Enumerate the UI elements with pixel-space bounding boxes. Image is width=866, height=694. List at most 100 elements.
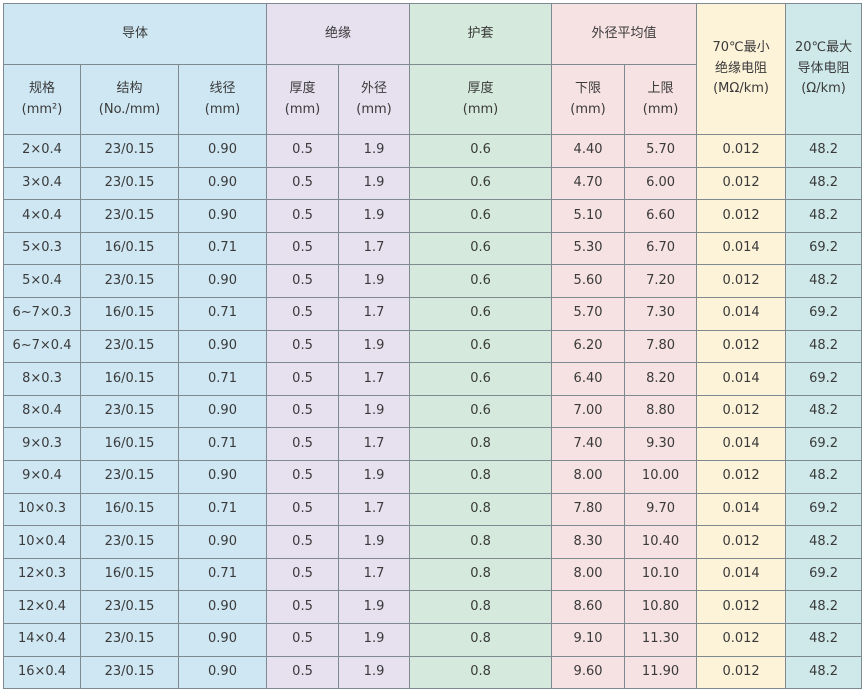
upper-limit-cell: 5.70 xyxy=(624,134,698,168)
spec-cell: 6~7×0.3 xyxy=(3,296,81,331)
insulation-resistance-cell: 0.012 xyxy=(696,166,787,201)
conductor-resistance-cell: 69.2 xyxy=(785,557,863,592)
header-cr-line2: 导体电阻 xyxy=(797,60,850,76)
lower-limit-cell: 7.40 xyxy=(551,427,626,461)
insulation-resistance-cell: 0.012 xyxy=(696,655,787,690)
subheader-lower-limit-unit: (mm) xyxy=(570,101,606,117)
lower-limit-cell: 8.00 xyxy=(551,557,626,592)
insulation-thickness-cell: 0.5 xyxy=(266,622,340,657)
conductor-resistance-cell: 69.2 xyxy=(785,231,863,266)
subheader-spec: 规格 (mm²) xyxy=(3,64,81,135)
wire-diameter-cell: 0.71 xyxy=(177,296,268,331)
spec-cell: 2×0.4 xyxy=(3,134,81,168)
insulation-thickness-cell: 0.5 xyxy=(266,362,340,396)
jacket-thickness-cell: 0.8 xyxy=(409,655,553,690)
spec-cell: 14×0.4 xyxy=(3,622,81,657)
table-row: 3×0.4 23/0.15 0.90 0.5 1.9 0.6 4.70 6.00 0.012 48… xyxy=(3,166,863,201)
table-row: 9×0.4 23/0.15 0.90 0.5 1.9 0.8 8.00 10.00 0.012 4… xyxy=(3,459,863,494)
subheader-spec-unit: (mm²) xyxy=(21,101,63,117)
insulation-thickness-cell: 0.5 xyxy=(266,525,340,559)
insulation-thickness-cell: 0.5 xyxy=(266,492,340,527)
table-row: 8×0.4 23/0.15 0.90 0.5 1.9 0.6 7.00 8.80 0.012 48… xyxy=(3,394,863,429)
conductor-resistance-cell: 69.2 xyxy=(785,492,863,527)
subheader-wire-diameter-unit: (mm) xyxy=(204,101,241,117)
table-row: 5×0.3 16/0.15 0.71 0.5 1.7 0.6 5.30 6.70 0.014 69… xyxy=(3,231,863,266)
structure-cell: 23/0.15 xyxy=(80,166,179,201)
lower-limit-cell: 9.10 xyxy=(551,622,626,657)
table-row: 14×0.4 23/0.15 0.90 0.5 1.9 0.8 9.10 11.30 0.012… xyxy=(3,622,863,657)
upper-limit-cell: 10.40 xyxy=(624,525,698,559)
insulation-outer-diameter-cell: 1.9 xyxy=(338,525,411,559)
jacket-thickness-cell: 0.8 xyxy=(409,590,553,624)
table-row: 8×0.3 16/0.15 0.71 0.5 1.7 0.6 6.40 8.20 0.014 69… xyxy=(3,362,863,396)
jacket-thickness-cell: 0.6 xyxy=(409,264,553,298)
jacket-thickness-cell: 0.6 xyxy=(409,362,553,396)
insulation-resistance-cell: 0.014 xyxy=(696,492,787,527)
header-group-row: 导体 绝缘 护套 外径平均值 70℃最小 绝缘电阻 (MΩ/km) 20℃最大 … xyxy=(2,3,863,135)
wire-diameter-cell: 0.90 xyxy=(177,622,268,657)
insulation-resistance-cell: 0.012 xyxy=(696,590,787,624)
insulation-outer-diameter-cell: 1.9 xyxy=(338,590,411,624)
conductor-resistance-cell: 48.2 xyxy=(785,134,863,168)
insulation-thickness-cell: 0.5 xyxy=(266,199,340,233)
header-insulation: 绝缘 xyxy=(266,3,411,65)
insulation-resistance-cell: 0.014 xyxy=(696,557,787,592)
insulation-resistance-cell: 0.012 xyxy=(696,329,787,364)
upper-limit-cell: 7.80 xyxy=(624,329,698,364)
insulation-thickness-cell: 0.5 xyxy=(266,329,340,364)
insulation-outer-diameter-cell: 1.9 xyxy=(338,166,411,201)
subheader-upper-limit-unit: (mm) xyxy=(642,101,679,117)
wire-diameter-cell: 0.71 xyxy=(177,427,268,461)
subheader-ins-od-unit: (mm) xyxy=(356,101,392,117)
insulation-thickness-cell: 0.5 xyxy=(266,590,340,624)
conductor-resistance-cell: 48.2 xyxy=(785,199,863,233)
structure-cell: 23/0.15 xyxy=(80,329,179,364)
subheader-lower-limit: 下限 (mm) xyxy=(551,64,626,135)
header-max-conductor-resistance: 20℃最大 导体电阻 (Ω/km) xyxy=(785,3,863,135)
wire-diameter-cell: 0.71 xyxy=(177,492,268,527)
header-ir-line1: 70℃最小 xyxy=(712,39,770,55)
insulation-outer-diameter-cell: 1.7 xyxy=(338,362,411,396)
jacket-thickness-cell: 0.6 xyxy=(409,329,553,364)
spec-cell: 12×0.4 xyxy=(3,590,81,624)
wire-diameter-cell: 0.90 xyxy=(177,329,268,364)
jacket-thickness-cell: 0.6 xyxy=(409,134,553,168)
insulation-outer-diameter-cell: 1.9 xyxy=(338,622,411,657)
insulation-resistance-cell: 0.014 xyxy=(696,231,787,266)
structure-cell: 16/0.15 xyxy=(80,296,179,331)
subheader-upper-limit: 上限 (mm) xyxy=(624,64,698,135)
insulation-resistance-cell: 0.014 xyxy=(696,362,787,396)
table-row: 2×0.4 23/0.15 0.90 0.5 1.9 0.6 4.40 5.70 0.012 48… xyxy=(3,134,863,168)
insulation-outer-diameter-cell: 1.9 xyxy=(338,264,411,298)
structure-cell: 16/0.15 xyxy=(80,231,179,266)
spec-cell: 8×0.4 xyxy=(3,394,81,429)
conductor-resistance-cell: 69.2 xyxy=(785,427,863,461)
structure-cell: 23/0.15 xyxy=(80,199,179,233)
table-row: 10×0.3 16/0.15 0.71 0.5 1.7 0.8 7.80 9.70 0.014 6… xyxy=(3,492,863,527)
wire-diameter-cell: 0.90 xyxy=(177,264,268,298)
jacket-thickness-cell: 0.8 xyxy=(409,459,553,494)
table-row: 9×0.3 16/0.15 0.71 0.5 1.7 0.8 7.40 9.30 0.014 69… xyxy=(3,427,863,461)
lower-limit-cell: 4.40 xyxy=(551,134,626,168)
structure-cell: 16/0.15 xyxy=(80,492,179,527)
table-row: 4×0.4 23/0.15 0.90 0.5 1.9 0.6 5.10 6.60 0.012 48… xyxy=(3,199,863,233)
subheader-structure-label: 结构 xyxy=(116,80,143,96)
conductor-resistance-cell: 48.2 xyxy=(785,264,863,298)
insulation-outer-diameter-cell: 1.7 xyxy=(338,492,411,527)
spec-cell: 10×0.4 xyxy=(3,525,81,559)
spec-cell: 5×0.4 xyxy=(3,264,81,298)
conductor-resistance-cell: 48.2 xyxy=(785,166,863,201)
wire-diameter-cell: 0.90 xyxy=(177,394,268,429)
wire-diameter-cell: 0.90 xyxy=(177,199,268,233)
lower-limit-cell: 6.40 xyxy=(551,362,626,396)
wire-diameter-cell: 0.90 xyxy=(177,459,268,494)
insulation-thickness-cell: 0.5 xyxy=(266,557,340,592)
insulation-thickness-cell: 0.5 xyxy=(266,459,340,494)
jacket-thickness-cell: 0.8 xyxy=(409,622,553,657)
wire-diameter-cell: 0.90 xyxy=(177,590,268,624)
table-row: 5×0.4 23/0.15 0.90 0.5 1.9 0.6 5.60 7.20 0.012 48… xyxy=(3,264,863,298)
table-row: 6~7×0.4 23/0.15 0.90 0.5 1.9 0.6 6.20 7.80 0.012… xyxy=(3,329,863,364)
subheader-ins-thickness-unit: (mm) xyxy=(284,101,321,117)
insulation-outer-diameter-cell: 1.9 xyxy=(338,134,411,168)
jacket-thickness-cell: 0.8 xyxy=(409,525,553,559)
